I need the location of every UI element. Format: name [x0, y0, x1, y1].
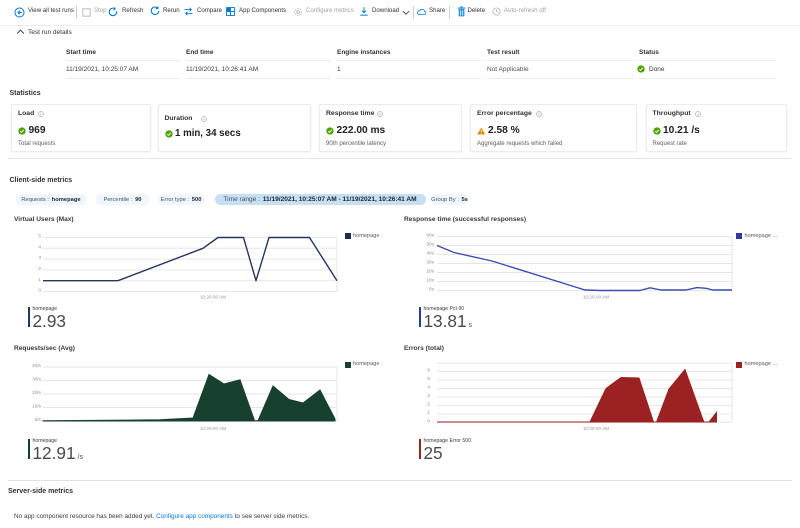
svg-text:10:26:00 AM: 10:26:00 AM: [583, 426, 609, 431]
svg-text:0: 0: [38, 288, 41, 293]
svg-text:0s: 0s: [429, 287, 435, 292]
svg-text:3: 3: [427, 393, 430, 398]
svg-text:40/s: 40/s: [32, 363, 42, 368]
svg-text:20/s: 20/s: [32, 390, 42, 395]
svg-text:4: 4: [38, 244, 41, 249]
svg-text:40s: 40s: [426, 251, 434, 256]
svg-text:50s: 50s: [426, 242, 434, 247]
svg-text:5: 5: [427, 376, 430, 381]
svg-text:60s: 60s: [426, 233, 434, 238]
svg-text:10:26:00 AM: 10:26:00 AM: [200, 295, 226, 300]
svg-text:4: 4: [427, 385, 430, 390]
svg-text:10/s: 10/s: [32, 404, 42, 409]
svg-text:30/s: 30/s: [32, 377, 42, 382]
svg-text:3: 3: [38, 255, 41, 260]
svg-text:2: 2: [427, 402, 430, 407]
svg-text:1: 1: [427, 410, 430, 415]
svg-text:30s: 30s: [426, 260, 434, 265]
svg-text:5: 5: [38, 234, 41, 239]
svg-text:20s: 20s: [426, 269, 434, 274]
svg-text:10s: 10s: [426, 278, 434, 283]
svg-text:10:26:00 AM: 10:26:00 AM: [200, 426, 226, 431]
svg-text:1: 1: [38, 277, 41, 282]
svg-text:2: 2: [38, 266, 41, 271]
svg-text:10:26:00 AM: 10:26:00 AM: [583, 295, 609, 300]
svg-text:6: 6: [427, 368, 430, 373]
svg-text:0/s: 0/s: [35, 417, 42, 422]
svg-text:0: 0: [427, 418, 430, 423]
